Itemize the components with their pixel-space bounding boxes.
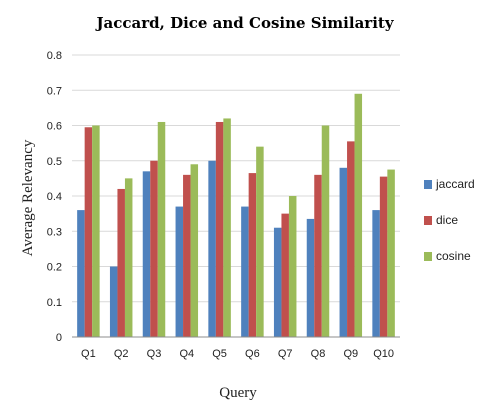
y-axis-ticks: 0 0.1 0.2 0.3 0.4 0.5 0.6 0.7 0.8: [47, 50, 62, 344]
bar-dice-Q7: [281, 213, 289, 337]
bars: [77, 93, 395, 338]
bar-jaccard-Q10: [372, 210, 380, 337]
y-tick-label: 0: [56, 332, 62, 344]
bar-dice-Q1: [84, 127, 93, 337]
x-tick-label: Q7: [278, 348, 293, 360]
bar-cosine-Q7: [288, 196, 297, 337]
legend-swatch-dice: [424, 216, 432, 225]
y-tick-label: 0.4: [47, 191, 62, 203]
bar-jaccard-Q1: [77, 210, 85, 337]
legend-label-cosine: cosine: [436, 249, 471, 263]
bar-cosine-Q4: [190, 164, 199, 337]
bar-dice-Q3: [150, 160, 158, 337]
x-tick-label: Q1: [81, 348, 96, 360]
bar-jaccard-Q7: [273, 227, 282, 337]
bar-jaccard-Q3: [142, 171, 151, 337]
x-tick-label: Q3: [147, 348, 162, 360]
y-tick-label: 0.7: [47, 85, 62, 97]
x-tick-label: Q6: [245, 348, 260, 360]
bar-dice-Q6: [248, 173, 257, 337]
bar-cosine-Q1: [92, 125, 100, 337]
legend: jaccard dice cosine: [424, 177, 475, 263]
bar-jaccard-Q5: [208, 160, 216, 337]
bar-dice-Q9: [347, 141, 355, 337]
x-axis-label: Query: [219, 385, 257, 401]
legend-swatch-jaccard: [424, 180, 432, 189]
bar-jaccard-Q8: [306, 218, 315, 337]
bar-dice-Q10: [379, 176, 388, 337]
y-axis-label: Average Relevancy: [20, 139, 36, 256]
bar-jaccard-Q4: [175, 206, 184, 337]
bar-cosine-Q5: [223, 118, 231, 337]
legend-label-dice: dice: [436, 213, 458, 227]
y-tick-label: 0.5: [47, 156, 62, 168]
bar-jaccard-Q9: [339, 167, 348, 337]
legend-label-jaccard: jaccard: [435, 177, 475, 191]
bar-dice-Q4: [183, 174, 191, 337]
x-tick-label: Q9: [343, 348, 358, 360]
y-tick-label: 0.8: [47, 50, 62, 62]
bar-cosine-Q8: [321, 125, 330, 337]
x-tick-label: Q4: [179, 348, 194, 360]
legend-swatch-cosine: [424, 252, 432, 261]
x-tick-label: Q2: [114, 348, 129, 360]
y-tick-label: 0.2: [47, 262, 62, 274]
chart-title: Jaccard, Dice and Cosine Similarity: [94, 14, 394, 32]
x-tick-label: Q10: [373, 348, 394, 360]
y-tick-label: 0.3: [47, 226, 62, 238]
bar-jaccard-Q2: [109, 266, 118, 337]
bar-cosine-Q3: [157, 121, 166, 337]
x-tick-label: Q5: [212, 348, 227, 360]
y-tick-label: 0.1: [47, 297, 62, 309]
bar-cosine-Q10: [387, 169, 395, 337]
bar-dice-Q5: [215, 121, 224, 337]
bar-dice-Q8: [314, 174, 322, 337]
bar-jaccard-Q6: [241, 206, 249, 337]
bar-dice-Q2: [117, 188, 125, 337]
y-tick-label: 0.6: [47, 121, 62, 133]
x-tick-label: Q8: [311, 348, 326, 360]
x-axis-ticks: Q1 Q2 Q3 Q4 Q5 Q6 Q7 Q8 Q9 Q10: [81, 348, 394, 360]
bar-cosine-Q2: [124, 178, 133, 337]
bar-cosine-Q6: [256, 146, 264, 337]
bar-cosine-Q9: [354, 93, 363, 338]
